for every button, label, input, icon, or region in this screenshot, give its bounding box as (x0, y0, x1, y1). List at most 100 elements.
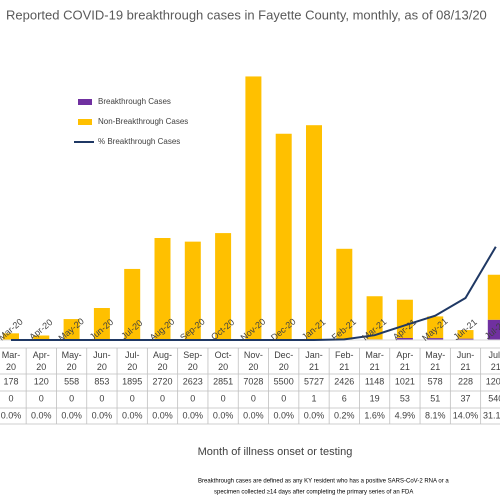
bar (487, 319, 500, 340)
legend-marker (78, 119, 92, 125)
table-header: Oct-20 (215, 350, 232, 372)
table-header: Jan-21 (305, 350, 323, 372)
bar (306, 125, 322, 340)
table-cell: 5500 (274, 376, 294, 386)
table-cell: 0 (99, 393, 104, 403)
table-cell: 31.1% (483, 410, 500, 420)
table-header: Mar-21 (365, 350, 384, 372)
table-cell: 0 (281, 393, 286, 403)
table-cell: 0 (130, 393, 135, 403)
table-cell: 0 (69, 393, 74, 403)
table-cell: 1.6% (364, 410, 385, 420)
table-cell: 0.0% (31, 410, 52, 420)
table-header: Aug-20 (153, 350, 172, 372)
bar (184, 241, 201, 340)
table-cell: 8.1% (425, 410, 446, 420)
table-cell: 0 (221, 393, 226, 403)
table-cell: 37 (460, 393, 470, 403)
table-cell: 1895 (122, 376, 142, 386)
table-cell: 0.0% (213, 410, 234, 420)
legend-marker (78, 99, 92, 105)
line (11, 246, 497, 341)
bar (396, 299, 413, 339)
legend-label: Non-Breakthrough Cases (98, 117, 188, 126)
table-cell: 53 (400, 393, 410, 403)
table-cell: 0 (190, 393, 195, 403)
table-cell: 228 (458, 376, 473, 386)
table-cell: 0 (160, 393, 165, 403)
table-cell: 0.0% (183, 410, 204, 420)
table-cell: 0 (8, 393, 13, 403)
table-cell: 0.0% (1, 410, 22, 420)
table-cell: 540 (488, 393, 500, 403)
table-cell: 0.0% (122, 410, 143, 420)
table-header: Feb-21 (335, 350, 354, 372)
table-cell: 0.0% (243, 410, 264, 420)
table-cell: 0.0% (92, 410, 113, 420)
chart-title: Reported COVID-19 breakthrough cases in … (6, 7, 487, 22)
table-cell: 178 (3, 376, 18, 386)
table-header: Dec-20 (274, 350, 293, 372)
bar (93, 308, 110, 340)
table-cell: 1021 (395, 376, 415, 386)
bar (457, 330, 474, 339)
table-header: Nov-20 (244, 350, 263, 372)
table-cell: 0.2% (334, 410, 355, 420)
table-cell: 5727 (304, 376, 324, 386)
legend-label: Breakthrough Cases (98, 97, 171, 106)
table-cell: 578 (428, 376, 443, 386)
table-cell: 7028 (243, 376, 263, 386)
bar (215, 233, 232, 340)
table-cell: 6 (342, 393, 347, 403)
table-cell: 1 (311, 393, 316, 403)
table-header: Jul-21 (489, 350, 500, 372)
table-cell: 853 (94, 376, 109, 386)
bar (124, 268, 141, 340)
bar (457, 338, 474, 340)
table-cell: 2851 (213, 376, 233, 386)
table-header: Apr-20 (33, 350, 50, 372)
table-header: Mar-20 (2, 350, 21, 372)
table-cell: 0.0% (304, 410, 325, 420)
bar (366, 296, 383, 340)
legend-label: % Breakthrough Cases (98, 137, 180, 146)
table-header: May-20 (62, 350, 82, 372)
table-header: May-21 (425, 350, 445, 372)
table-header: Jul-20 (125, 350, 140, 372)
table-cell: 14.0% (453, 410, 479, 420)
bar (487, 274, 500, 320)
bar (154, 238, 171, 340)
table-cell: 0.0% (61, 410, 82, 420)
table-cell: 51 (430, 393, 440, 403)
table-cell: 0 (251, 393, 256, 403)
footnote: Breakthrough cases are defined as any KY… (198, 479, 449, 485)
table-cell: 2426 (334, 376, 354, 386)
table-cell: 0.0% (273, 410, 294, 420)
table-cell: 558 (64, 376, 79, 386)
table-header: Sep-20 (183, 350, 202, 372)
bar (3, 333, 19, 340)
bar (336, 248, 353, 340)
table-cell: 2720 (152, 376, 172, 386)
table-cell: 120 (34, 376, 49, 386)
table-cell: 2623 (183, 376, 203, 386)
table-cell: 4.9% (395, 410, 416, 420)
bar (396, 338, 413, 340)
table-cell: 1148 (365, 376, 384, 386)
footnote: specimen collected ≥14 days after comple… (214, 490, 413, 496)
bar (63, 319, 80, 340)
bar (245, 76, 262, 340)
table-cell: 0 (39, 393, 44, 403)
bar (427, 338, 444, 340)
table-header: Apr-21 (396, 350, 413, 372)
table-header: Jun-20 (93, 350, 111, 372)
x-axis-title: Month of illness onset or testing (198, 446, 353, 458)
bar (427, 316, 444, 339)
table-cell: 0.0% (152, 410, 173, 420)
bar (275, 133, 292, 340)
table-header: Jun-21 (457, 350, 475, 372)
table-cell: 19 (370, 393, 380, 403)
bar (33, 335, 50, 340)
